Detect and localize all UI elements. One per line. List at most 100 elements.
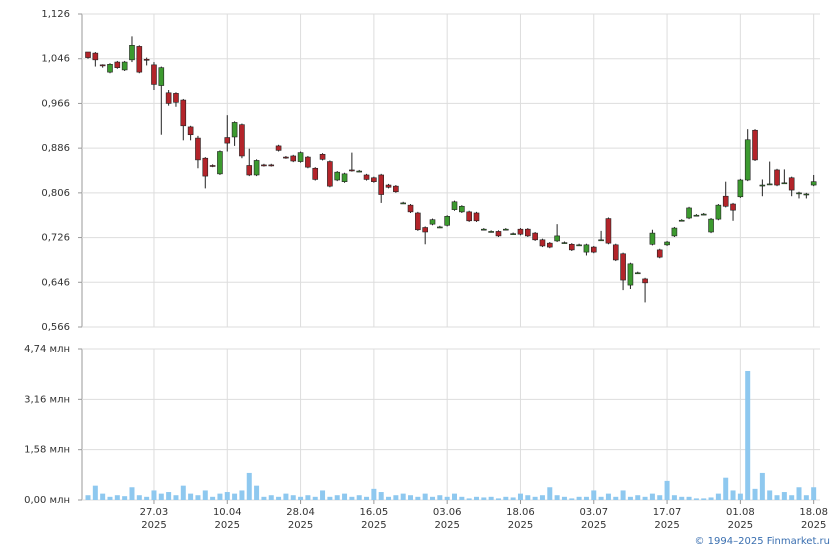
volume-bar bbox=[803, 495, 809, 500]
candle-body bbox=[503, 228, 509, 231]
volume-bar bbox=[122, 496, 128, 500]
volume-bar bbox=[569, 498, 575, 500]
candle-body bbox=[524, 228, 531, 237]
volume-bar bbox=[136, 495, 142, 500]
candle-body bbox=[495, 231, 502, 237]
candle-body bbox=[744, 139, 751, 181]
candle-body bbox=[217, 151, 223, 175]
volume-bar bbox=[576, 496, 582, 500]
volume-bar bbox=[224, 492, 230, 500]
y-tick-label: 0,886 bbox=[41, 143, 70, 154]
candle-body bbox=[649, 232, 656, 245]
volume-bar bbox=[517, 493, 523, 500]
candle-body bbox=[363, 174, 370, 180]
candle-body bbox=[722, 195, 729, 207]
x-tick-label: 2025 bbox=[801, 520, 826, 531]
y-tick-label: 1,046 bbox=[41, 54, 70, 65]
candle-body bbox=[393, 185, 399, 193]
volume-bar bbox=[774, 495, 780, 500]
candle-body bbox=[459, 205, 465, 213]
candle-body bbox=[173, 93, 179, 103]
volume-bar bbox=[393, 495, 399, 500]
candle-body bbox=[239, 124, 245, 157]
x-tick-label: 27.03 bbox=[140, 507, 169, 518]
candle-body bbox=[437, 226, 443, 229]
y-tick-label: 0,646 bbox=[41, 277, 70, 288]
volume-bar bbox=[320, 490, 326, 500]
volume-bar bbox=[408, 495, 414, 500]
x-tick-label: 2025 bbox=[654, 520, 679, 531]
x-tick-label: 18.06 bbox=[506, 507, 535, 518]
volume-bar bbox=[261, 496, 267, 500]
y-tick-label: 4,74 млн bbox=[24, 344, 70, 355]
candle-body bbox=[253, 160, 260, 176]
volume-bar bbox=[342, 493, 348, 500]
candle-body bbox=[510, 233, 516, 235]
candle-body bbox=[283, 156, 289, 159]
volume-bar bbox=[217, 493, 223, 500]
candle-body bbox=[781, 182, 788, 185]
volume-bar bbox=[415, 496, 421, 500]
candle-body bbox=[187, 126, 194, 136]
volume-bar bbox=[627, 496, 633, 500]
x-tick-label: 2025 bbox=[508, 520, 533, 531]
volume-bar bbox=[752, 488, 758, 500]
candle-body bbox=[371, 177, 377, 182]
volume-bar bbox=[158, 493, 164, 500]
volume-bar bbox=[85, 495, 91, 500]
volume-bar bbox=[503, 496, 509, 500]
volume-bar bbox=[305, 495, 311, 500]
volume-bar bbox=[664, 480, 670, 500]
candle-body bbox=[121, 61, 128, 71]
candle-body bbox=[642, 278, 648, 284]
candle-body bbox=[671, 227, 678, 237]
volume-bar bbox=[759, 472, 765, 500]
candle-body bbox=[261, 164, 267, 167]
candle-body bbox=[209, 165, 216, 167]
candle-body bbox=[788, 177, 795, 191]
volume-bar bbox=[334, 495, 340, 500]
volume-bar bbox=[649, 493, 655, 500]
volume-bar bbox=[202, 490, 208, 500]
volume-bar bbox=[386, 496, 392, 500]
credit[interactable]: © 1994–2025 Finmarket.ru bbox=[694, 536, 830, 547]
volume-bar bbox=[730, 490, 736, 500]
candle-body bbox=[415, 212, 421, 231]
candle-body bbox=[136, 46, 143, 73]
volume-bar bbox=[298, 496, 304, 500]
volume-bar bbox=[789, 495, 795, 500]
volume-bar bbox=[657, 495, 663, 500]
candle-body bbox=[708, 218, 714, 233]
candle-body bbox=[481, 228, 487, 231]
candle-body bbox=[546, 242, 553, 248]
x-tick-label: 2025 bbox=[141, 520, 166, 531]
volume-bar bbox=[745, 370, 751, 500]
candle-body bbox=[488, 231, 494, 233]
volume-bar bbox=[561, 496, 567, 500]
x-tick-label: 2025 bbox=[434, 520, 459, 531]
volume-bar bbox=[356, 495, 362, 500]
volume-bar bbox=[473, 496, 479, 500]
candle-body bbox=[341, 173, 348, 182]
volume-bar bbox=[635, 495, 641, 500]
volume-bar bbox=[679, 496, 685, 500]
candle-body bbox=[532, 232, 538, 241]
volume-bar bbox=[114, 495, 120, 500]
x-tick-label: 28.04 bbox=[286, 507, 315, 518]
volume-bar bbox=[210, 496, 216, 500]
volume-bar bbox=[598, 496, 604, 500]
candle-body bbox=[568, 243, 575, 251]
candle-body bbox=[305, 156, 311, 168]
candle-body bbox=[590, 246, 597, 253]
volume-bar bbox=[276, 496, 282, 500]
candle-body bbox=[561, 242, 568, 244]
volume-bar bbox=[173, 495, 179, 500]
x-tick-label: 16.05 bbox=[360, 507, 389, 518]
volume-bar bbox=[180, 485, 186, 500]
volume-bar bbox=[481, 497, 487, 500]
candle-body bbox=[327, 161, 333, 187]
volume-bar bbox=[781, 492, 787, 500]
x-tick-label: 2025 bbox=[361, 520, 386, 531]
candle-body bbox=[195, 137, 201, 161]
volume-bar bbox=[232, 493, 238, 500]
